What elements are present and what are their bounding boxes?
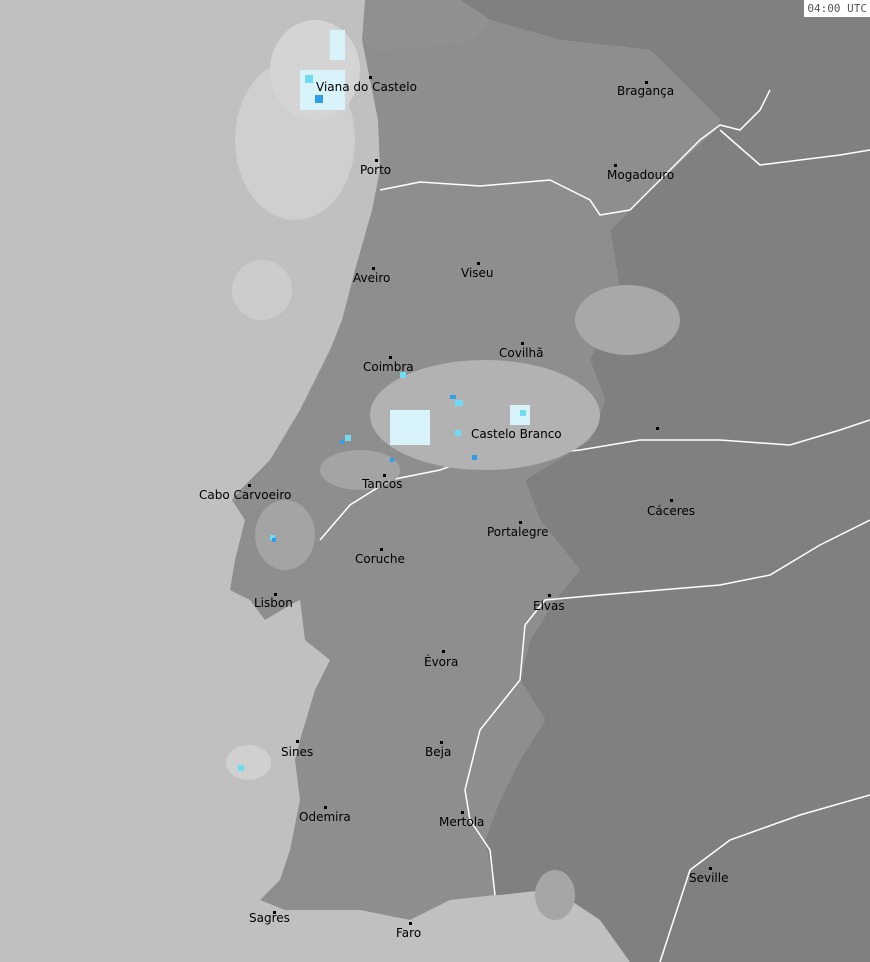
city-label: Viseu	[461, 266, 494, 280]
city-label: Seville	[689, 871, 729, 885]
radar-echo-area	[226, 745, 271, 780]
radar-echo-blue	[315, 95, 323, 103]
radar-echo-blue	[340, 440, 344, 444]
city-label: Bragança	[617, 84, 674, 98]
radar-echo-cyan	[455, 430, 461, 436]
city-dot	[273, 911, 276, 914]
city-dot	[440, 741, 443, 744]
radar-echo-area	[320, 450, 400, 490]
city-dot	[409, 922, 412, 925]
city-dot	[645, 81, 648, 84]
radar-echo-area	[535, 870, 575, 920]
city-dot	[656, 427, 659, 430]
radar-echo-blue	[450, 395, 456, 399]
radar-echo-area	[255, 500, 315, 570]
city-label: Coruche	[355, 552, 405, 566]
city-label: Aveiro	[353, 271, 390, 285]
city-dot	[369, 76, 372, 79]
city-dot	[521, 342, 524, 345]
radar-echo-cyan	[520, 410, 526, 416]
city-dot	[519, 521, 522, 524]
city-dot	[380, 548, 383, 551]
city-dot	[296, 740, 299, 743]
city-dot	[442, 650, 445, 653]
timestamp: 04:00 UTC	[804, 0, 870, 17]
city-label: Covilhã	[499, 346, 543, 360]
city-dot	[670, 499, 673, 502]
city-dot	[461, 811, 464, 814]
radar-echo-cyan	[455, 400, 463, 406]
spain-land	[365, 0, 870, 962]
city-dot	[709, 867, 712, 870]
city-label: Elvas	[533, 599, 565, 613]
city-label: Coimbra	[363, 360, 414, 374]
city-label: Lisbon	[254, 596, 293, 610]
city-dot	[372, 267, 375, 270]
radar-echo-area	[232, 260, 292, 320]
city-label: Sines	[281, 745, 313, 759]
galicia-land	[362, 0, 490, 50]
city-label: Sagres	[249, 911, 290, 925]
radar-echo-blue	[272, 538, 276, 542]
city-label: Tancos	[361, 477, 403, 491]
radar-echo-pale	[390, 410, 430, 445]
radar-echo-cyan	[345, 435, 351, 441]
city-label: Portalegre	[487, 525, 549, 539]
city-label: Évora	[424, 654, 458, 669]
city-label: Odemira	[299, 810, 351, 824]
radar-echo-blue	[472, 455, 477, 460]
city-dot	[324, 806, 327, 809]
city-dot	[389, 356, 392, 359]
city-label: Mogadouro	[607, 168, 674, 182]
radar-echo-blue	[390, 458, 394, 462]
radar-echo-cyan	[238, 765, 244, 771]
city-dot	[248, 484, 251, 487]
radar-echo-cyan	[400, 372, 406, 378]
city-label: Castelo Branco	[471, 427, 562, 441]
city-label: Viana do Castelo	[316, 80, 417, 94]
city-dot	[383, 474, 386, 477]
city-label: Cabo Carvoeiro	[199, 488, 291, 502]
radar-precipitation	[226, 20, 680, 920]
city-dot	[548, 594, 551, 597]
city-label: Cáceres	[647, 504, 695, 518]
city-label: Porto	[360, 163, 391, 177]
radar-echo-cyan	[270, 535, 275, 540]
city-label: Mertola	[439, 815, 484, 829]
city-labels: Viana do Castelo Bragança Porto Mogadouro Av…	[199, 76, 729, 940]
city-dot	[375, 159, 378, 162]
radar-echo-pale	[330, 30, 345, 60]
city-label: Faro	[396, 926, 421, 940]
city-dot	[274, 593, 277, 596]
city-label: Beja	[425, 745, 451, 759]
city-dot	[614, 164, 617, 167]
city-dot	[477, 262, 480, 265]
portugal-land	[230, 20, 720, 920]
radar-echo-cyan	[305, 75, 313, 83]
radar-echo-area	[575, 285, 680, 355]
